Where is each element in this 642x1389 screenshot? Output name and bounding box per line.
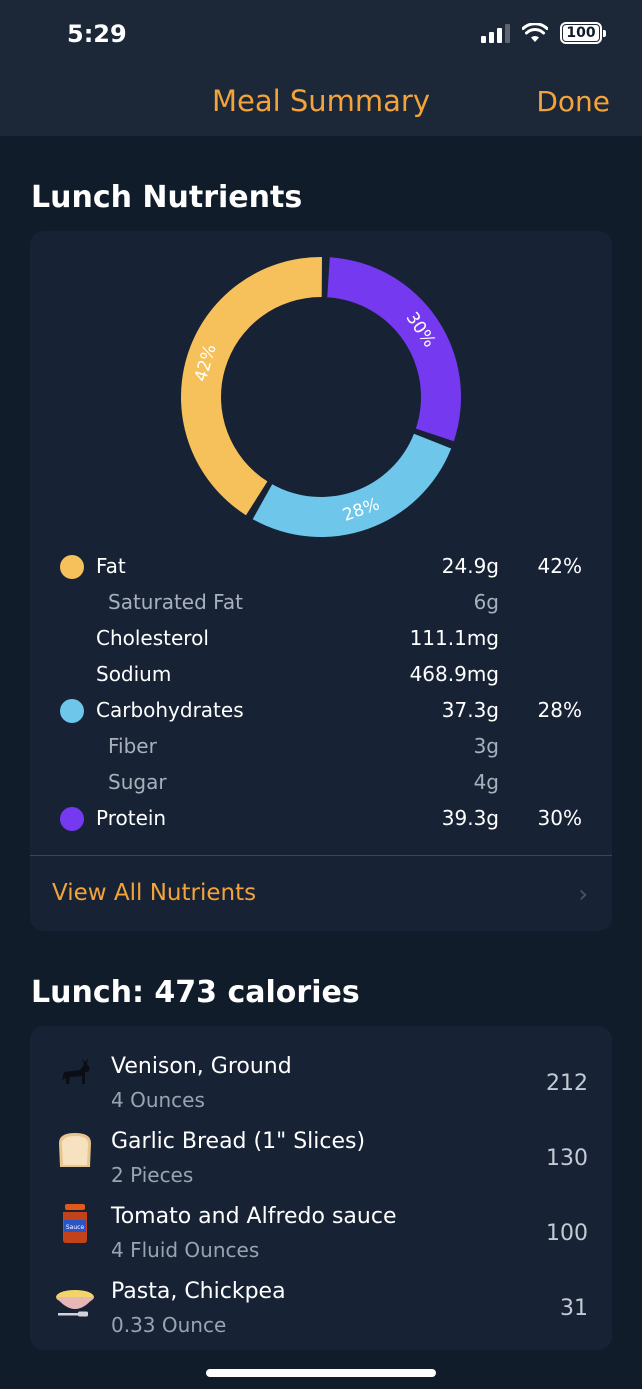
food-name: Venison, Ground [111,1054,292,1079]
sauce-jar-icon: Sauce [52,1200,98,1246]
battery-level: 100 [563,25,599,41]
navigation-bar: 5:29 100 Meal Summary Done [0,0,642,136]
food-quantity: 2 Pieces [111,1163,194,1187]
food-name: Garlic Bread (1" Slices) [111,1129,366,1154]
carbs-legend-dot [60,699,84,723]
food-calories: 130 [546,1146,588,1171]
macro-donut-chart: 30% 28% 42% [170,246,472,548]
carbs-slice [252,433,452,537]
nutrients-card: 30% 28% 42% Fat 24.9g 42% Saturated Fat 6g Chol… [30,231,612,931]
battery-icon: 100 [560,22,606,44]
nutrient-amount: 39.3g [441,806,499,830]
cellular-signal-icon [481,23,510,43]
nutrient-row: Saturated Fat 6g [30,585,612,621]
nutrient-label: Fiber [108,734,157,758]
nutrient-label: Protein [96,806,167,830]
svg-text:Sauce: Sauce [66,1224,85,1231]
nutrient-label: Carbohydrates [96,698,244,722]
nutrient-amount: 111.1mg [409,626,499,650]
protein-legend-dot [60,807,84,831]
status-time: 5:29 [67,20,127,48]
nutrient-row: Sugar 4g [30,765,612,801]
nutrient-amount: 37.3g [441,698,499,722]
nutrient-percent: 28% [537,698,582,722]
nutrient-label: Fat [96,554,126,578]
view-all-nutrients-button[interactable]: View All Nutrients › [30,856,612,931]
food-name: Pasta, Chickpea [111,1279,286,1304]
nutrient-amount: 24.9g [441,554,499,578]
deer-icon [52,1050,98,1096]
foods-section-title: Lunch: 473 calories [31,975,360,1010]
food-row[interactable]: Garlic Bread (1" Slices) 2 Pieces 130 [30,1113,612,1188]
fat-legend-dot [60,555,84,579]
food-calories: 212 [546,1071,588,1096]
done-button[interactable]: Done [536,85,610,118]
food-name: Tomato and Alfredo sauce [111,1204,397,1229]
nutrient-percent: 30% [537,806,582,830]
fat-slice [180,257,322,516]
food-quantity: 0.33 Ounce [111,1313,227,1337]
pasta-bowl-icon [52,1275,98,1321]
food-row[interactable]: Venison, Ground 4 Ounces 212 [30,1038,612,1113]
view-all-nutrients-label: View All Nutrients [52,880,257,906]
food-row[interactable]: Sauce Tomato and Alfredo sauce 4 Fluid Oun… [30,1188,612,1263]
food-quantity: 4 Ounces [111,1088,205,1112]
foods-card: Venison, Ground 4 Ounces 212 Garlic Bread (… [30,1026,612,1350]
page-title: Meal Summary [211,84,431,118]
nutrients-section-title: Lunch Nutrients [31,180,303,215]
divider [30,855,612,856]
food-calories: 31 [560,1296,588,1321]
nutrient-row: Carbohydrates 37.3g 28% [30,693,612,729]
nutrient-amount: 3g [473,734,499,758]
nutrient-amount: 468.9mg [409,662,499,686]
nutrient-row: Fiber 3g [30,729,612,765]
donut-svg: 30%28%42% [180,257,461,537]
nutrient-row: Protein 39.3g 30% [30,801,612,837]
wifi-icon [522,23,548,42]
nutrient-label: Sodium [96,662,172,686]
food-calories: 100 [546,1221,588,1246]
nutrient-row: Sodium 468.9mg [30,657,612,693]
food-row[interactable]: Pasta, Chickpea 0.33 Ounce 31 [30,1263,612,1338]
protein-slice [327,257,461,442]
nutrient-label: Saturated Fat [108,590,243,614]
status-icons: 100 [481,22,606,44]
nutrient-label: Cholesterol [96,626,209,650]
chevron-right-icon: › [578,880,588,908]
home-indicator[interactable] [206,1369,436,1377]
nutrient-label: Sugar [108,770,167,794]
bread-icon [52,1125,98,1171]
nutrient-amount: 4g [473,770,499,794]
nutrient-row: Fat 24.9g 42% [30,549,612,585]
nutrient-row: Cholesterol 111.1mg [30,621,612,657]
nutrient-percent: 42% [537,554,582,578]
nutrient-amount: 6g [473,590,499,614]
food-quantity: 4 Fluid Ounces [111,1238,260,1262]
